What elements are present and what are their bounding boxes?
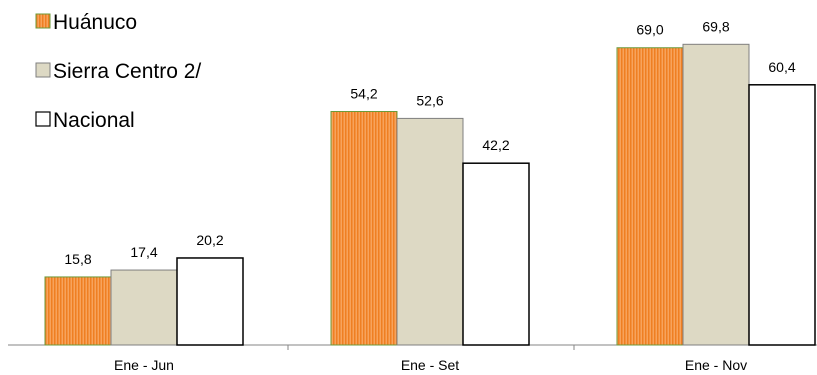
bar-nacional-ene-jun xyxy=(176,257,244,346)
value-label-nacional-ene-set: 42,2 xyxy=(482,137,509,153)
bar-sierra-centro-2-ene-jun xyxy=(110,269,178,346)
value-label-sierra-centro-2-ene-jun: 17,4 xyxy=(130,244,157,260)
value-label-huanuco-ene-nov: 69,0 xyxy=(636,22,663,38)
legend-label-sierra-centro: Sierra Centro 2/ xyxy=(53,60,201,83)
bars xyxy=(44,43,816,346)
bar-huanuco-ene-jun xyxy=(44,276,112,346)
value-label-nacional-ene-nov: 60,4 xyxy=(768,59,795,75)
legend-item-sierra-centro: Sierra Centro 2/ xyxy=(35,60,201,83)
x-ticks: Ene - Jun Ene - Set Ene - Nov xyxy=(114,345,747,373)
bar-nacional-ene-set xyxy=(462,162,530,346)
value-label-nacional-ene-jun: 20,2 xyxy=(196,232,223,248)
x-tick-label-ene-nov: Ene - Nov xyxy=(685,357,747,373)
x-tick-label-ene-set: Ene - Set xyxy=(401,357,459,373)
value-label-huanuco-ene-set: 54,2 xyxy=(350,86,377,102)
legend-swatch-nacional xyxy=(35,111,51,127)
value-labels: 15,8 17,4 20,2 54,2 52,6 42,2 69,0 69,8 60,4 xyxy=(64,18,795,267)
value-label-sierra-centro-2-ene-set: 52,6 xyxy=(416,92,443,108)
legend-label-huanuco: Huánuco xyxy=(53,11,137,34)
legend-item-nacional: Nacional xyxy=(35,109,135,132)
bar-nacional-ene-nov xyxy=(748,84,816,346)
bar-huanuco-ene-set xyxy=(330,111,398,346)
legend-swatch-sierra-centro xyxy=(35,62,51,78)
value-label-sierra-centro-2-ene-nov: 69,8 xyxy=(702,18,729,34)
bar-huanuco-ene-nov xyxy=(616,47,684,346)
x-tick-label-ene-jun: Ene - Jun xyxy=(114,357,174,373)
bar-sierra-centro-2-ene-nov xyxy=(682,43,750,346)
legend-item-huanuco: Huánuco xyxy=(35,11,137,34)
legend: Huánuco Sierra Centro 2/ Nacional xyxy=(35,11,201,132)
bar-sierra-centro-2-ene-set xyxy=(396,117,464,346)
legend-label-nacional: Nacional xyxy=(53,109,135,132)
legend-swatch-huanuco xyxy=(35,13,51,29)
value-label-huanuco-ene-jun: 15,8 xyxy=(64,251,91,267)
